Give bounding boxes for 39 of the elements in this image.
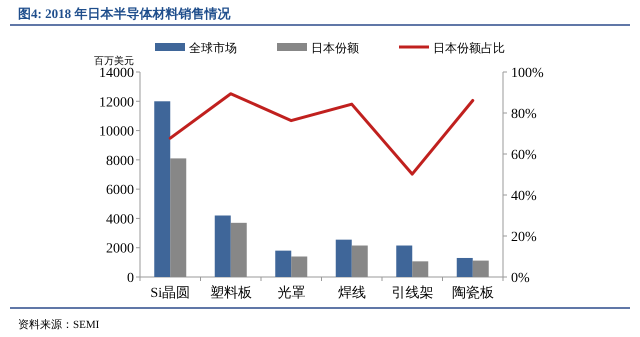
bar	[170, 158, 186, 277]
legend-label: 全球市场	[189, 41, 237, 55]
bar	[456, 258, 473, 277]
bar	[214, 216, 231, 277]
y2-tick-label: 0%	[511, 271, 530, 286]
chart-title: 图4: 2018 年日本半导体材料销售情况	[18, 6, 232, 21]
y-tick-label: 10000	[99, 124, 134, 140]
x-tick-label: 陶瓷板	[452, 285, 494, 301]
y2-tick-label: 20%	[511, 230, 537, 245]
bar	[352, 246, 368, 277]
bar	[230, 222, 247, 277]
legend-label: 日本份额占比	[433, 41, 505, 55]
y-axis-title: 百万美元	[94, 55, 134, 67]
y-tick-label: 14000	[99, 66, 134, 81]
bar	[412, 261, 428, 277]
y-tick-label: 2000	[106, 242, 134, 257]
y-tick-label: 6000	[106, 183, 134, 198]
bar	[396, 246, 412, 277]
line-series	[168, 92, 474, 176]
y-tick-label: 0	[127, 271, 134, 286]
bar	[472, 260, 489, 277]
y-tick-label: 12000	[99, 95, 134, 110]
text: 资料来源：SEMI	[18, 318, 100, 331]
y-tick-label: 8000	[106, 154, 134, 169]
y2-tick-label: 40%	[511, 189, 537, 204]
x-tick-label: 引线架	[391, 285, 434, 301]
bar	[336, 240, 352, 277]
bar	[275, 250, 292, 277]
x-tick-label: 光罩	[277, 285, 306, 301]
x-tick-label: 焊线	[338, 285, 366, 301]
y2-tick-label: 100%	[511, 66, 544, 81]
legend-label: 日本份额	[311, 41, 359, 55]
y-tick-label: 4000	[106, 212, 134, 228]
bar	[154, 101, 170, 277]
y2-tick-label: 60%	[511, 148, 537, 163]
bar	[291, 256, 308, 277]
y2-tick-label: 80%	[511, 107, 537, 122]
x-tick-label: Si晶圆	[150, 285, 190, 301]
x-tick-label: 塑料板	[210, 285, 252, 301]
